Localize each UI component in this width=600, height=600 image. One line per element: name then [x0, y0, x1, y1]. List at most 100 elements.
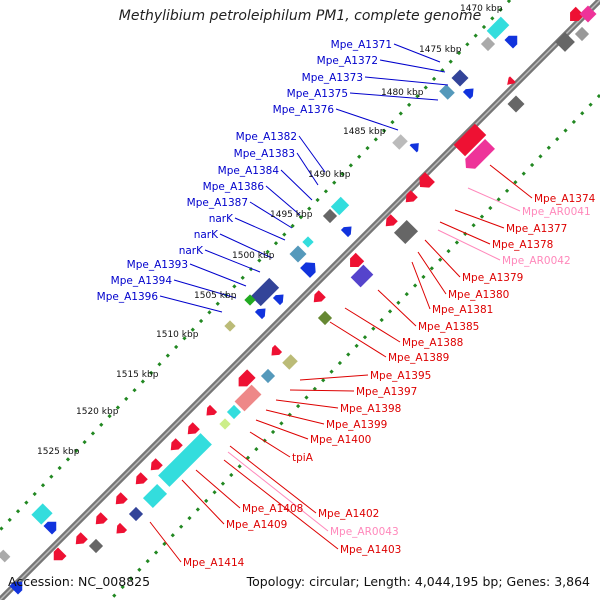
kbp-tick-label: 1505 kbp	[194, 291, 237, 301]
leader-line	[364, 76, 449, 86]
leader-line	[344, 307, 401, 343]
gene-label-reverse: Mpe_A1397	[356, 386, 417, 398]
gene-block	[465, 139, 495, 169]
leader-line	[204, 249, 261, 273]
gene-label-reverse: Mpe_A1380	[448, 289, 509, 301]
gene-label-reverse: Mpe_A1381	[432, 304, 493, 316]
accession-text: Accession: NC_008825	[8, 574, 151, 589]
gene-block	[350, 252, 365, 267]
leader-line	[296, 152, 319, 186]
gene-block	[9, 581, 23, 595]
gene-block	[486, 16, 510, 40]
forward-strand-track	[0, 16, 518, 563]
gene-label-forward: Mpe_A1372	[317, 55, 378, 67]
leader-line	[249, 201, 293, 229]
leader-line	[411, 261, 431, 310]
gene-block	[170, 438, 183, 451]
gene-label-forward: Mpe_A1393	[127, 259, 188, 271]
leader-line	[159, 295, 223, 313]
leader-line	[467, 187, 521, 212]
gene-label-forward: Mpe_A1375	[287, 88, 348, 100]
gene-block	[115, 492, 128, 505]
leader-line	[299, 374, 369, 381]
leader-line	[454, 209, 505, 229]
gene-block	[254, 308, 266, 320]
leader-line	[275, 399, 339, 409]
leader-line	[223, 459, 339, 550]
gene-block	[317, 310, 333, 326]
gene-block	[0, 549, 11, 563]
gene-label-forward: Mpe_A1376	[273, 104, 335, 116]
gene-block	[409, 143, 419, 153]
gene-block	[31, 503, 53, 525]
gene-label-forward: narK	[179, 245, 204, 257]
leader-line	[149, 521, 182, 563]
leader-line	[437, 229, 501, 261]
gene-label-reverse: Mpe_A1399	[326, 419, 387, 431]
gene-block	[302, 236, 314, 248]
gene-label-reverse: tpiA	[292, 452, 314, 464]
leader-line	[189, 263, 247, 287]
gene-block	[289, 245, 307, 263]
leader-line	[349, 92, 439, 101]
kbp-tick-label: 1475 kbp	[419, 45, 462, 55]
leader-line	[280, 169, 313, 201]
label-leader-lines	[149, 43, 533, 563]
gene-label-reverse: Mpe_A1414	[183, 557, 245, 569]
gene-label-reverse: Mpe_A1374	[534, 193, 596, 205]
leader-line	[379, 59, 446, 73]
gene-block	[340, 226, 352, 238]
gene-block	[260, 368, 276, 384]
gene-label-reverse: Mpe_A1402	[318, 508, 379, 520]
gene-block	[507, 95, 525, 113]
gene-block	[330, 196, 350, 216]
gene-block	[574, 26, 590, 42]
gene-block	[224, 320, 236, 332]
gene-label-forward: Mpe_A1386	[203, 181, 265, 193]
gene-label-reverse: Mpe_A1409	[226, 519, 287, 531]
gene-block	[282, 354, 298, 370]
gene-block	[579, 5, 597, 23]
genome-summary-text: Topology: circular; Length: 4,044,195 bp…	[246, 574, 590, 589]
gene-label-reverse: Mpe_A1403	[340, 544, 401, 556]
gene-label-rna: Mpe_AR0042	[502, 255, 571, 267]
gene-labels: Mpe_A1371 Mpe_A1372 Mpe_A1373 Mpe_A1375 Mpe_…	[97, 39, 596, 569]
gene-block	[128, 506, 144, 522]
kbp-tick-label: 1480 kbp	[381, 88, 424, 98]
kbp-tick-label: 1515 kbp	[116, 370, 159, 380]
gene-label-reverse: Mpe_A1395	[370, 370, 431, 382]
kbp-tick-label: 1510 kbp	[156, 330, 199, 340]
gene-block	[393, 219, 419, 245]
gene-block	[158, 433, 212, 487]
gene-label-forward: Mpe_A1384	[218, 165, 280, 177]
leader-line	[289, 389, 355, 392]
gene-label-forward: Mpe_A1396	[97, 291, 159, 303]
gene-block	[219, 418, 231, 430]
gene-block	[350, 264, 374, 288]
gene-block	[439, 84, 455, 100]
kbp-tick-label: 1520 kbp	[76, 407, 119, 417]
gene-label-forward: Mpe_A1383	[234, 148, 295, 160]
gene-block	[570, 6, 585, 21]
gene-label-reverse: Mpe_A1408	[242, 503, 303, 515]
kbp-tick-label: 1495 kbp	[270, 210, 313, 220]
genome-title: Methylibium petroleiphilum PM1, complete…	[118, 8, 482, 24]
gene-block	[226, 404, 242, 420]
gene-block	[405, 190, 418, 203]
gene-block	[75, 532, 88, 545]
gene-block	[187, 422, 200, 435]
kbp-tick-label: 1470 kbp	[460, 4, 503, 14]
gene-block	[142, 483, 168, 509]
gene-label-forward: Mpe_A1371	[331, 39, 392, 51]
gene-block	[385, 214, 398, 227]
gene-label-reverse: Mpe_A1377	[506, 223, 567, 235]
gene-block	[43, 521, 57, 535]
kbp-tick-label: 1485 kbp	[343, 127, 386, 137]
gene-label-reverse: Mpe_A1378	[492, 239, 553, 251]
leader-line	[219, 233, 273, 259]
leader-line	[234, 217, 286, 241]
leader-line	[227, 451, 329, 532]
leader-line	[229, 445, 317, 514]
leader-line	[173, 279, 237, 299]
